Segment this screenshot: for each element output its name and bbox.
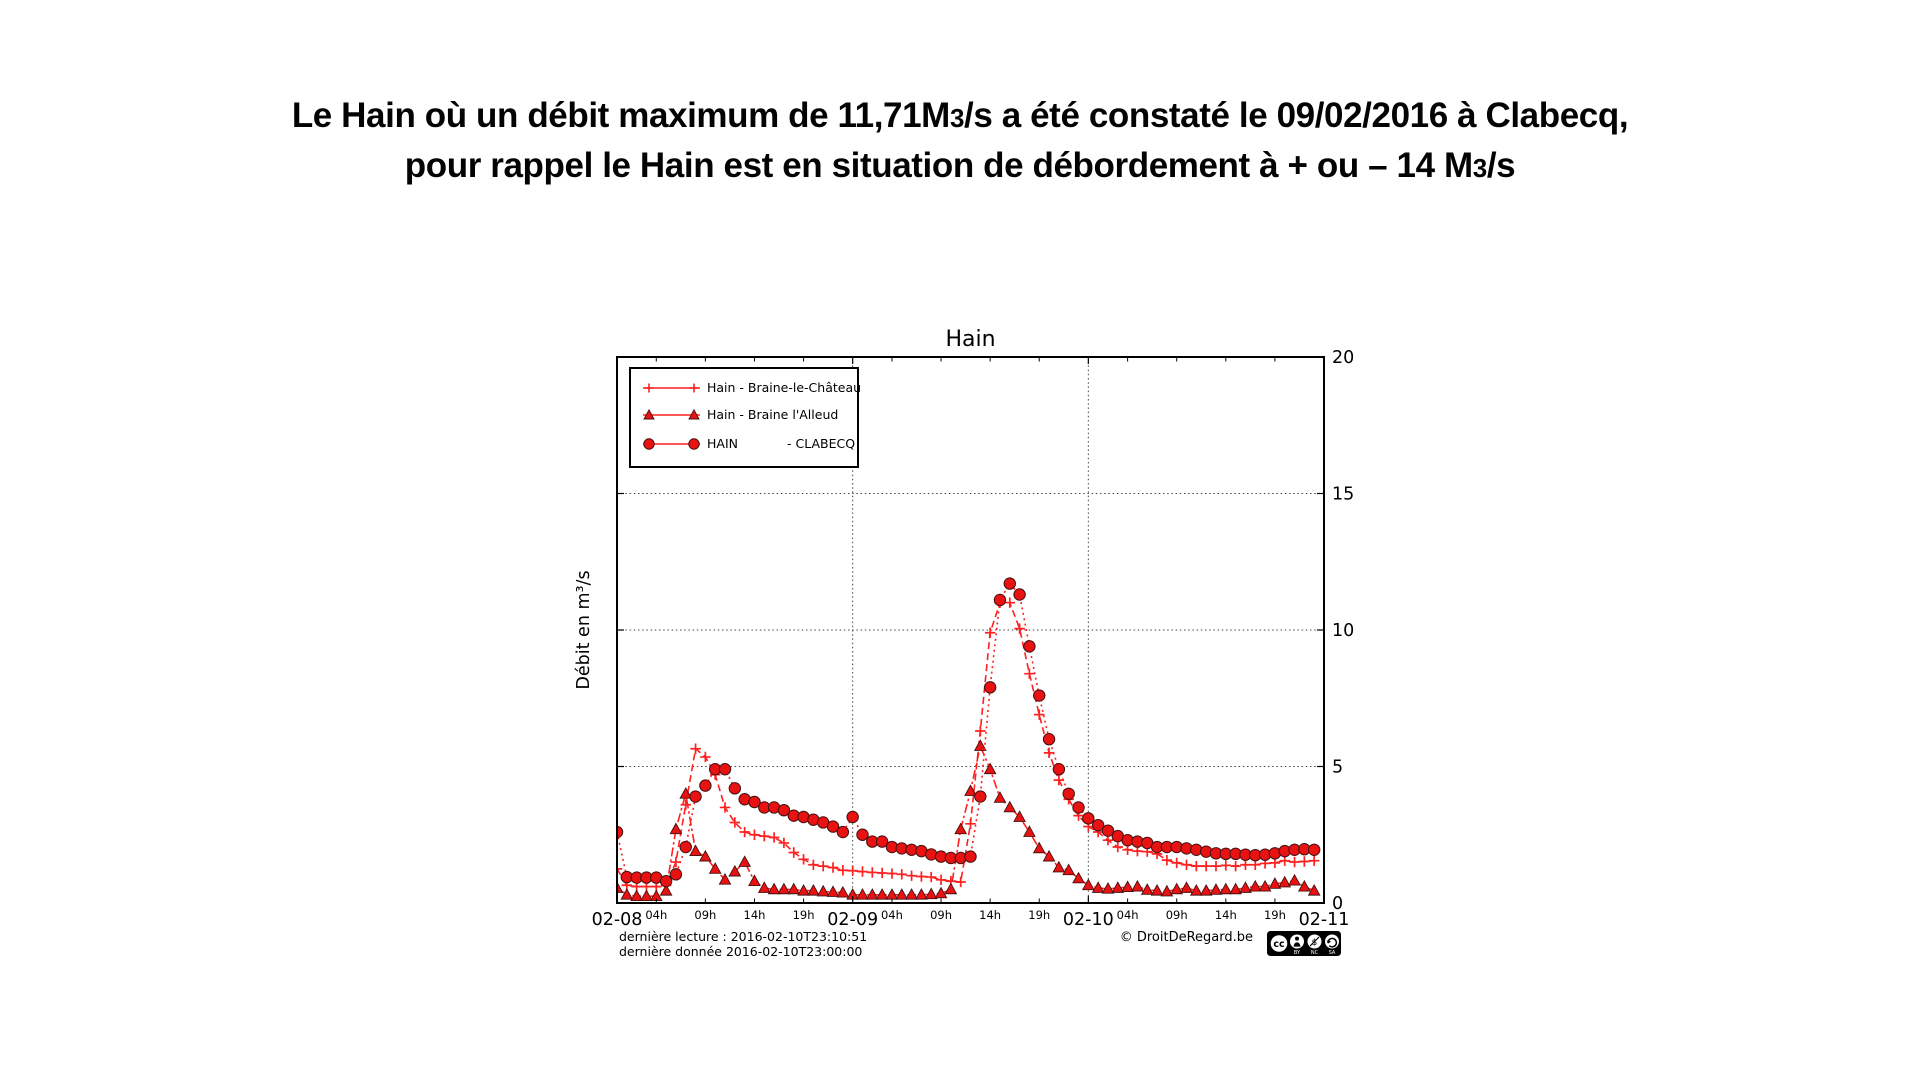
legend-label: Hain - Braine l'Alleud	[707, 407, 838, 422]
chart-title: Hain	[945, 327, 995, 352]
series-braine-l-alleud	[617, 739, 1321, 902]
headline-line-2: pour rappel le Hain est en situation de …	[0, 142, 1920, 192]
svg-text:$: $	[1312, 938, 1318, 948]
copyright-text: © DroitDeRegard.be	[1119, 930, 1253, 945]
legend-label: HAIN	[707, 436, 738, 451]
y-tick-label: 15	[1332, 485, 1354, 505]
cc-icon: cc	[1270, 935, 1288, 952]
axis-ticks	[616, 357, 1325, 903]
headline-exponent: 3	[949, 103, 965, 133]
last-data-text: dernière donnée 2016-02-10T23:00:00	[619, 944, 863, 959]
hain-flow-chart: Hain Débit en m³/s 02-08 02-09 02-10 02-11 04h…	[574, 327, 1354, 930]
x-tick-label-minor: 19h	[1264, 908, 1286, 922]
x-tick-label: 02-08	[592, 910, 643, 930]
sa-icon: SA	[1325, 934, 1339, 956]
x-tick-label-minor: 19h	[793, 908, 815, 922]
cc-license-badge: cc BY $ NC SA	[1267, 931, 1341, 956]
x-tick-label: 02-11	[1299, 910, 1350, 930]
x-tick-label-minor: 09h	[1166, 908, 1188, 922]
series-braine-le-chateau	[617, 597, 1320, 892]
x-tick-label-minor: 04h	[881, 908, 903, 922]
nc-icon: $ NC	[1307, 934, 1322, 956]
x-tick-label-minor: 19h	[1028, 908, 1050, 922]
x-tick-label-minor: 14h	[1215, 908, 1237, 922]
x-tick-label-minor: 04h	[645, 908, 667, 922]
x-tick-label-minor: 14h	[979, 908, 1001, 922]
last-reading-text: dernière lecture : 2016-02-10T23:10:51	[619, 929, 868, 944]
headline-exponent: 3	[1472, 153, 1487, 183]
x-tick-label-minor: 09h	[930, 908, 952, 922]
x-tick-label: 02-09	[827, 910, 878, 930]
by-icon: BY	[1290, 934, 1304, 956]
y-tick-label: 20	[1332, 348, 1354, 368]
badge-background	[1267, 931, 1341, 956]
y-axis-label: Débit en m³/s	[574, 570, 594, 689]
y-tick-label: 5	[1332, 758, 1343, 778]
svg-text:SA: SA	[1329, 950, 1336, 956]
svg-text:NC: NC	[1311, 950, 1319, 956]
legend	[629, 367, 859, 468]
x-tick-label-minor: 14h	[744, 908, 766, 922]
series-clabecq	[617, 577, 1321, 888]
y-tick-label: 10	[1332, 621, 1354, 641]
legend-label: - CLABECQ	[787, 436, 855, 451]
headline-text: Le Hain où un débit maximum de 11,71M	[291, 96, 951, 135]
grid	[617, 357, 1324, 903]
headline-text: /s	[1486, 146, 1516, 185]
x-tick-label-minor: 04h	[1117, 908, 1139, 922]
headline-line-1: Le Hain où un débit maximum de 11,71M3/s…	[0, 92, 1920, 142]
x-tick-label: 02-10	[1063, 910, 1114, 930]
chart-footnotes: dernière lecture : 2016-02-10T23:10:51 d…	[619, 929, 867, 959]
x-tick-label-minor: 09h	[694, 908, 716, 922]
headline: Le Hain où un débit maximum de 11,71M3/s…	[0, 92, 1920, 192]
y-tick-label: 0	[1332, 894, 1343, 914]
svg-text:BY: BY	[1294, 950, 1301, 956]
legend-label: Hain - Braine-le-Château	[707, 380, 861, 395]
svg-text:cc: cc	[1273, 939, 1284, 950]
headline-text: pour rappel le Hain est en situation de …	[404, 146, 1473, 185]
headline-text: /s a été constaté le 09/02/2016 à Clabec…	[964, 96, 1629, 135]
